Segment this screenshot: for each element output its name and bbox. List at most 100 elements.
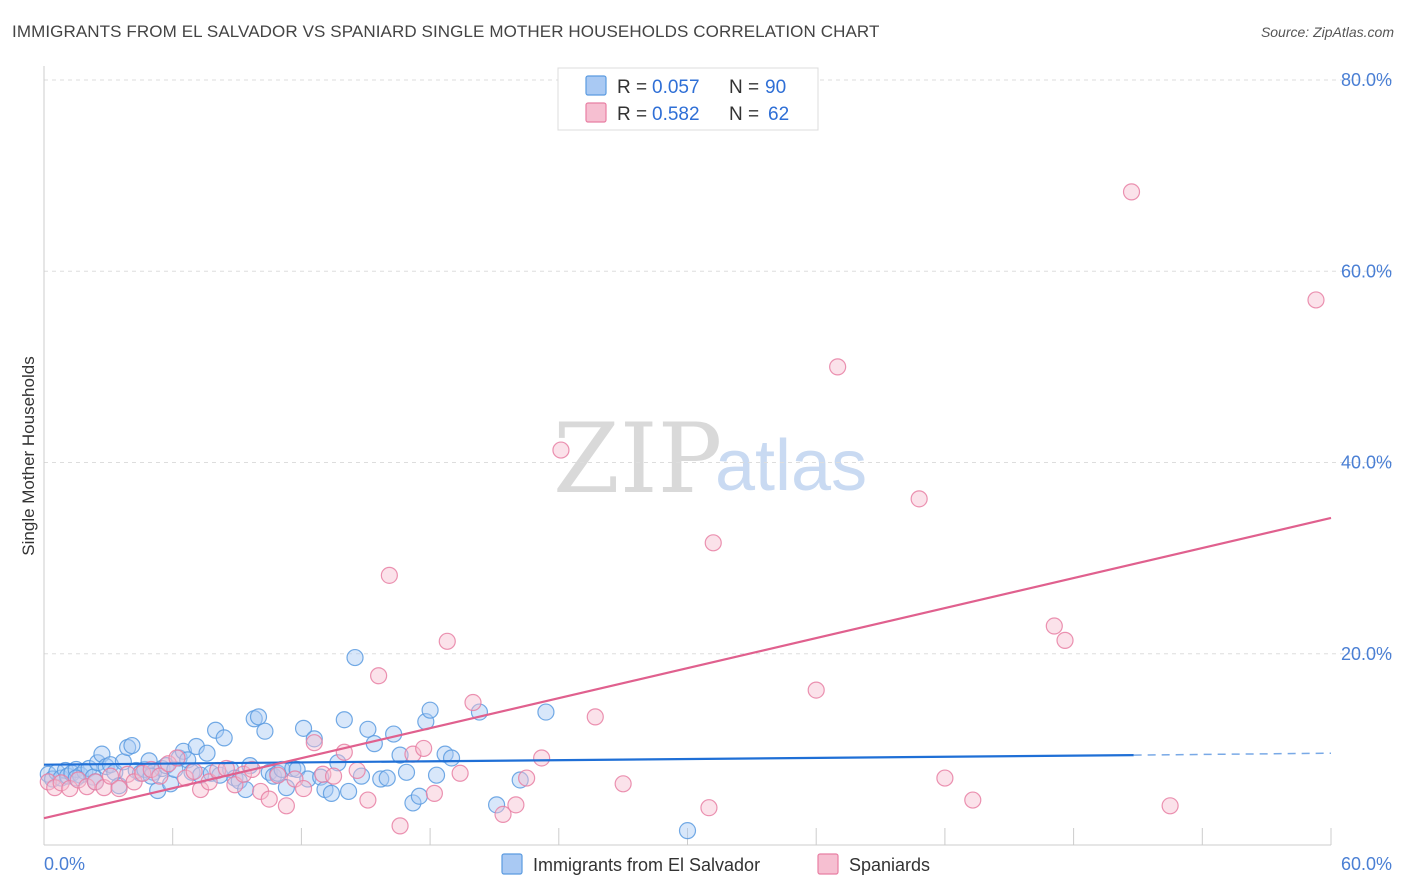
trend-line-pink: [43, 516, 1332, 820]
point-blue: [397, 763, 416, 781]
series-legend-swatch-pink: [817, 853, 839, 875]
y-tick-label: 80.0%: [1341, 70, 1392, 90]
point-pink: [151, 767, 169, 785]
chart-title: IMMIGRANTS FROM EL SALVADOR VS SPANIARD …: [12, 22, 880, 41]
point-pink: [1056, 631, 1074, 649]
point-pink: [125, 773, 143, 791]
point-blue: [123, 736, 141, 755]
trend-lines: [43, 516, 1332, 820]
point-pink: [614, 775, 632, 793]
point-pink: [277, 797, 295, 815]
point-pink: [391, 817, 409, 835]
watermark-zip: ZIP: [553, 403, 722, 515]
point-pink: [69, 771, 87, 789]
point-blue: [294, 719, 313, 737]
point-pink: [1161, 797, 1179, 815]
correlation-legend: R = 0.057 N = 90 R = 0.582 N = 62: [557, 67, 819, 131]
point-pink: [415, 739, 433, 758]
watermark-atlas: atlas: [715, 426, 867, 506]
point-blue: [421, 701, 439, 719]
point-pink: [269, 766, 287, 784]
point-blue: [198, 744, 216, 762]
point-pink: [348, 761, 366, 780]
point-pink: [305, 734, 323, 752]
legend-n-label-blue: N =: [729, 77, 759, 98]
point-blue: [256, 722, 274, 740]
point-blue: [322, 784, 341, 802]
point-blue: [372, 770, 390, 788]
point-pink: [324, 767, 343, 785]
point-blue: [249, 708, 268, 726]
x-tick-label: 0.0%: [44, 854, 85, 874]
point-pink: [380, 566, 398, 584]
watermark: ZIP atlas: [553, 403, 867, 515]
point-pink: [1045, 617, 1063, 635]
point-pink: [370, 667, 388, 685]
trend-line-blue: [43, 754, 1134, 766]
data-points: [39, 183, 1325, 840]
point-pink: [494, 805, 512, 824]
point-pink: [61, 779, 79, 798]
y-axis-title: Single Mother Households: [19, 356, 38, 555]
point-blue: [410, 787, 428, 805]
legend-n-value-pink: 62: [768, 104, 789, 125]
gridlines: [44, 79, 1392, 655]
y-tick-label: 40.0%: [1341, 453, 1392, 473]
series-legend: Immigrants from El Salvador Spaniards: [501, 853, 930, 875]
point-pink: [294, 779, 313, 798]
series-legend-label-blue: Immigrants from El Salvador: [533, 855, 760, 875]
tick-labels: 20.0% 40.0% 60.0% 80.0% 0.0% 60.0%: [44, 70, 1392, 874]
point-pink: [86, 773, 105, 791]
point-pink: [185, 762, 203, 780]
legend-r-value-pink: 0.582: [652, 104, 700, 125]
point-pink: [552, 441, 570, 459]
series-legend-swatch-blue: [501, 853, 523, 875]
point-blue: [487, 796, 506, 814]
point-blue: [442, 749, 461, 767]
point-blue: [378, 769, 396, 787]
point-pink: [359, 791, 377, 809]
point-blue: [391, 746, 409, 764]
point-pink: [286, 770, 304, 788]
point-pink: [1122, 183, 1141, 201]
y-tick-label: 60.0%: [1341, 261, 1392, 281]
point-blue: [215, 729, 233, 747]
point-pink: [807, 681, 825, 699]
point-blue: [678, 822, 697, 840]
point-pink: [451, 764, 469, 782]
point-pink: [507, 796, 525, 814]
point-pink: [464, 693, 482, 712]
trend-line-extension-blue: [1133, 752, 1332, 756]
point-blue: [346, 648, 364, 667]
point-blue: [385, 725, 403, 743]
point-blue: [89, 754, 107, 772]
point-pink: [110, 779, 128, 798]
point-blue: [404, 794, 422, 812]
point-pink: [518, 769, 536, 787]
point-pink: [1307, 291, 1325, 309]
point-blue: [187, 737, 205, 756]
point-pink: [101, 767, 120, 785]
point-blue: [339, 782, 358, 801]
point-pink: [586, 708, 604, 726]
legend-r-value-blue: 0.057: [652, 77, 700, 98]
legend-n-label-pink: N =: [729, 104, 759, 125]
point-pink: [134, 764, 152, 782]
point-blue: [277, 779, 295, 797]
series-legend-label-pink: Spaniards: [849, 855, 930, 875]
point-pink: [964, 791, 982, 809]
point-pink: [39, 773, 57, 791]
source-label: Source: ZipAtlas.com: [1260, 24, 1394, 40]
point-pink: [168, 749, 186, 767]
point-pink: [910, 490, 928, 508]
point-pink: [829, 358, 847, 376]
legend-swatch-blue: [585, 75, 607, 96]
x-tick-label: 60.0%: [1341, 854, 1392, 874]
point-pink: [314, 765, 332, 783]
point-pink: [425, 784, 443, 802]
point-pink: [533, 749, 551, 767]
point-blue: [174, 742, 193, 760]
point-blue: [511, 771, 529, 789]
point-pink: [260, 790, 278, 808]
